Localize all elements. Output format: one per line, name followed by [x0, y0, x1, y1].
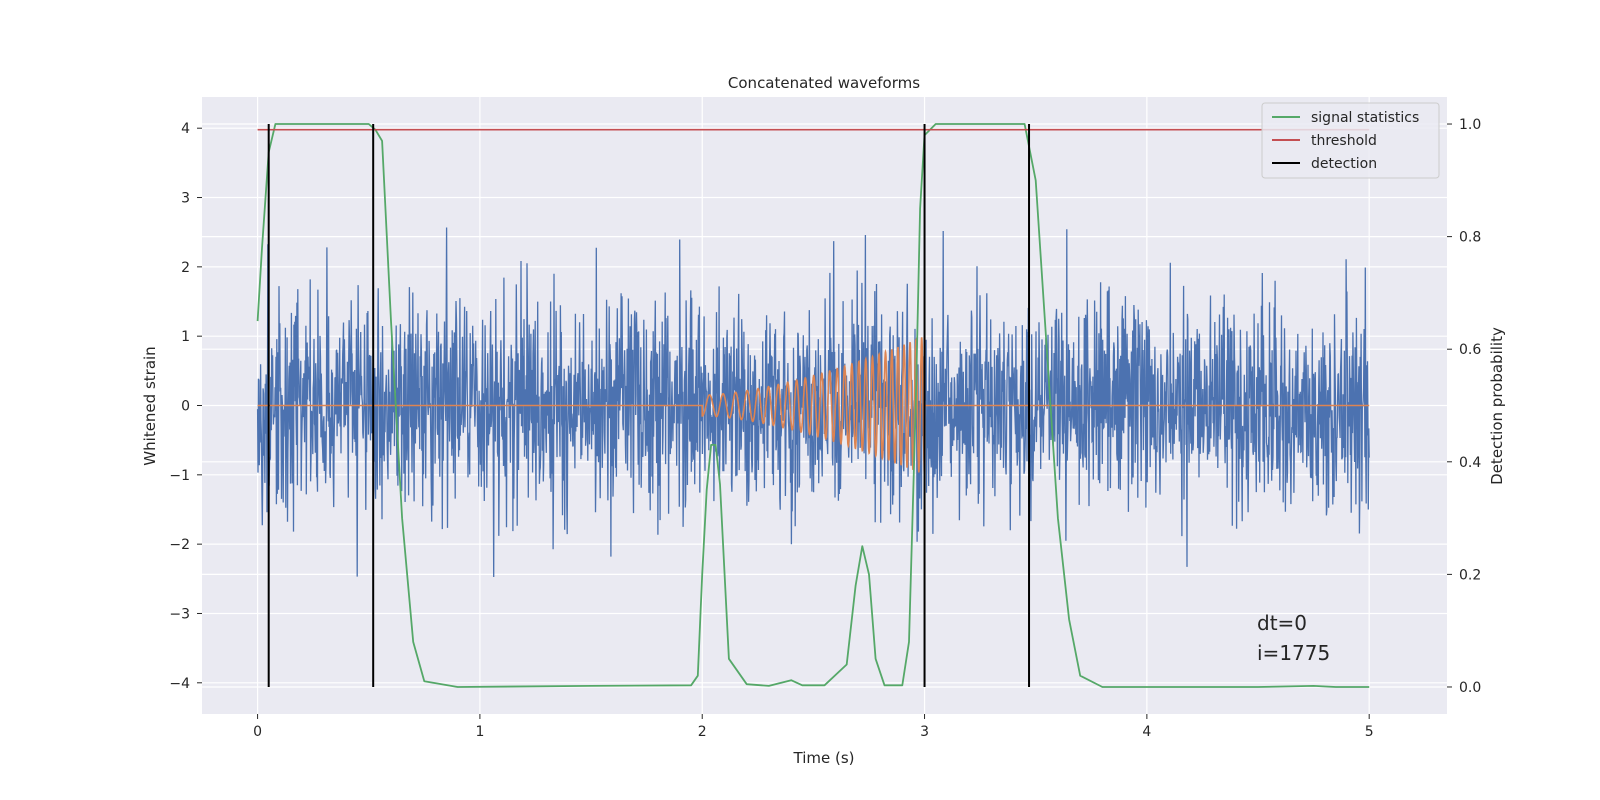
y-tick-label: 2 [181, 260, 190, 276]
y2-tick-label: 0.6 [1459, 342, 1481, 358]
x-tick-label: 0 [253, 724, 262, 740]
chart-title: Concatenated waveforms [728, 74, 920, 92]
y-tick-label: 1 [181, 329, 190, 345]
y2-tick-label: 0.2 [1459, 567, 1481, 583]
legend-label: threshold [1311, 133, 1377, 149]
y-tick-label: 3 [181, 191, 190, 207]
y-tick-label: −1 [169, 468, 190, 484]
ticks: 0 1 2 3 4 5 −4 −3 −2 −1 0 1 2 3 4 0.0 0.2 0.4 0.6 0.8 1.0 [169, 117, 1481, 740]
x-tick-label: 1 [475, 724, 484, 740]
legend-label: detection [1311, 156, 1377, 172]
y2-tick-label: 0.4 [1459, 455, 1481, 471]
noise-series [256, 227, 1370, 578]
y-axis-label: Whitened strain [141, 346, 159, 465]
y-tick-label: 0 [181, 399, 190, 415]
y2-tick-label: 0.8 [1459, 230, 1481, 246]
legend: signal statistics threshold detection [1261, 102, 1440, 179]
y2-tick-label: 0.0 [1459, 680, 1481, 696]
x-axis-label: Time (s) [793, 749, 855, 767]
signal-statistics-series [256, 123, 1370, 688]
y2-tick-label: 1.0 [1459, 117, 1481, 133]
x-tick-label: 4 [1142, 724, 1151, 740]
y2-axis-label: Detection probability [1488, 327, 1506, 485]
x-tick-label: 5 [1365, 724, 1374, 740]
y-tick-label: −3 [169, 606, 190, 622]
y-tick-label: 4 [181, 121, 190, 137]
y-tick-label: −2 [169, 537, 190, 553]
y-tick-label: −4 [169, 676, 190, 692]
legend-label: signal statistics [1311, 110, 1419, 126]
annotation-dt: dt=0 [1257, 611, 1307, 635]
x-tick-label: 3 [920, 724, 929, 740]
series-group [256, 123, 1370, 688]
waveform-series [257, 336, 1370, 475]
annotation-index: i=1775 [1257, 641, 1330, 665]
legend-box [1261, 102, 1440, 179]
x-tick-label: 2 [698, 724, 707, 740]
